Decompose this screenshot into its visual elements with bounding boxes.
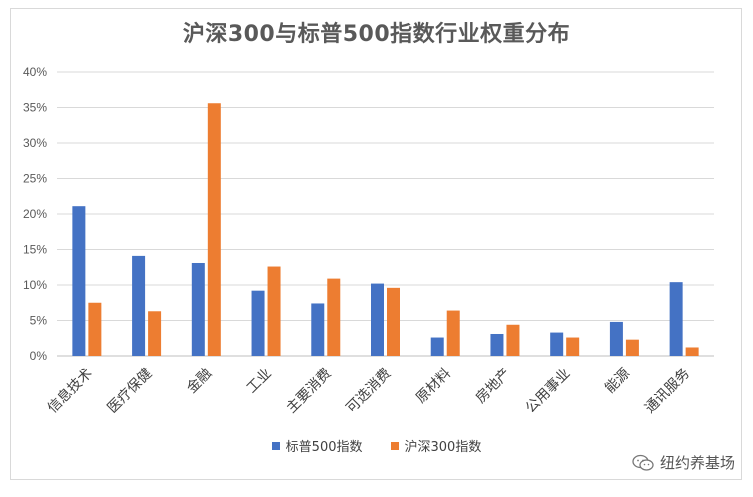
- legend-label-sp500: 标普500指数: [285, 440, 363, 455]
- y-tick-label: 0%: [30, 349, 48, 363]
- x-category-label: 工业: [244, 366, 275, 397]
- y-tick-label: 30%: [23, 136, 47, 150]
- chart-title: 沪深300与标普500指数行业权重分布: [182, 22, 571, 47]
- x-category-label: 能源: [602, 366, 633, 397]
- wechat-icon: [632, 454, 654, 471]
- bar-csi300: [148, 311, 162, 356]
- bar-sp500: [72, 206, 86, 356]
- y-tick-label: 15%: [23, 243, 47, 257]
- bar-csi300: [446, 310, 460, 356]
- bar-sp500: [550, 332, 564, 356]
- x-category-label: 信息技术: [44, 365, 96, 417]
- bar-sp500: [311, 303, 325, 356]
- x-category-label: 原材料: [413, 366, 454, 407]
- bar-sp500: [490, 333, 504, 356]
- bar-sp500: [609, 321, 623, 356]
- bar-csi300: [387, 287, 400, 356]
- bar-csi300: [327, 278, 341, 356]
- watermark: 纽约养基场: [632, 452, 735, 473]
- chart-frame: [10, 8, 742, 480]
- bar-csi300: [685, 347, 699, 356]
- x-category-label: 医疗保健: [105, 366, 156, 417]
- y-tick-label: 25%: [23, 172, 47, 186]
- chart-legend: 标普500指数 沪深300指数: [0, 436, 753, 455]
- bar-sp500: [430, 337, 444, 356]
- x-category-label: 主要消费: [284, 366, 335, 417]
- bar-csi300: [506, 324, 520, 356]
- x-category-label: 公用事业: [523, 366, 574, 417]
- bar-csi300: [88, 302, 102, 356]
- bar-csi300: [566, 337, 580, 356]
- x-category-label: 房地产: [473, 366, 514, 407]
- bar-csi300: [267, 266, 281, 356]
- bar-sp500: [191, 262, 205, 356]
- y-tick-label: 20%: [23, 207, 47, 221]
- y-tick-label: 40%: [23, 65, 47, 79]
- bar-sp500: [669, 282, 683, 356]
- bar-sp500: [371, 283, 384, 356]
- bar-sp500: [251, 290, 265, 356]
- y-tick-label: 5%: [30, 314, 48, 328]
- legend-item-sp500: 标普500指数: [271, 436, 363, 455]
- bar-sp500: [132, 255, 146, 356]
- legend-item-csi300: 沪深300指数: [390, 436, 482, 455]
- x-category-label: 金融: [184, 366, 215, 397]
- x-category-label: 可选消费: [343, 366, 394, 417]
- x-category-label: 通讯服务: [642, 366, 693, 417]
- legend-swatch-csi300: [390, 441, 399, 450]
- legend-label-csi300: 沪深300指数: [404, 440, 482, 455]
- legend-swatch-sp500: [271, 441, 280, 450]
- bar-csi300: [625, 339, 639, 356]
- watermark-text: 纽约养基场: [659, 454, 735, 472]
- bar-csi300: [207, 103, 221, 357]
- y-tick-label: 35%: [23, 101, 47, 115]
- y-tick-label: 10%: [23, 278, 47, 292]
